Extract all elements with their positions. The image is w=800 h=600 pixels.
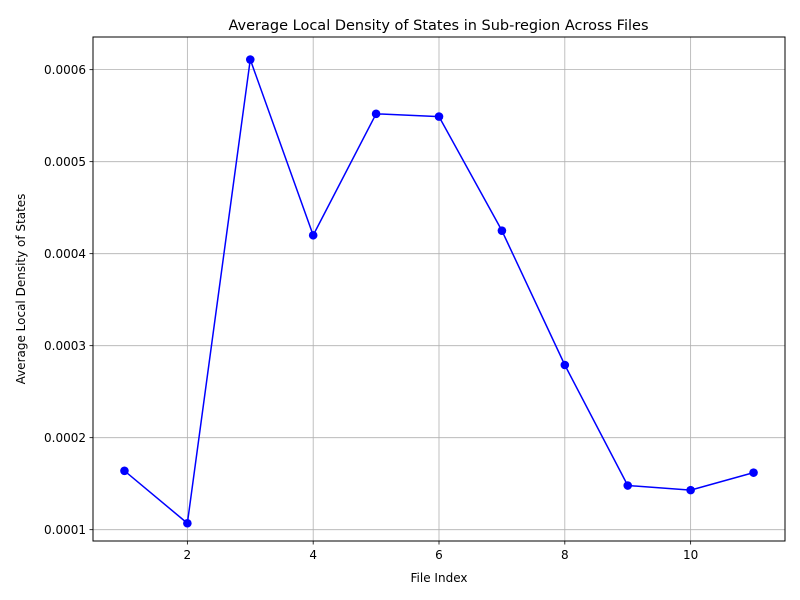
data-point (560, 360, 570, 370)
y-tick-label: 0.0002 (44, 431, 86, 445)
y-axis-label: Average Local Density of States (14, 194, 28, 385)
data-point (749, 468, 758, 477)
y-tick-label: 0.0006 (44, 63, 86, 77)
data-point (120, 466, 129, 476)
data-point (308, 230, 318, 240)
x-tick-label: 8 (561, 548, 569, 562)
data-point (245, 55, 255, 64)
x-axis-label: File Index (411, 571, 468, 585)
x-axis-ticks: 2 4 6 8 10 (184, 541, 698, 562)
data-markers (120, 55, 758, 528)
data-point (686, 485, 695, 495)
y-tick-label: 0.0001 (44, 523, 86, 537)
y-tick-label: 0.0005 (44, 155, 86, 169)
data-point (183, 518, 192, 528)
x-tick-label: 4 (309, 548, 317, 562)
y-tick-label: 0.0004 (44, 247, 86, 261)
data-point (434, 112, 444, 121)
y-axis-ticks: 0.0001 0.0002 0.0003 0.0004 0.0005 0.0006 (44, 63, 93, 537)
data-point (497, 226, 507, 235)
data-point (623, 481, 633, 490)
x-tick-label: 6 (435, 548, 443, 562)
chart-title: Average Local Density of States in Sub-r… (228, 18, 648, 34)
y-tick-label: 0.0003 (44, 339, 86, 353)
grid-lines (93, 37, 785, 541)
data-point (371, 109, 381, 119)
x-tick-label: 10 (683, 548, 698, 562)
x-tick-label: 2 (184, 548, 192, 562)
